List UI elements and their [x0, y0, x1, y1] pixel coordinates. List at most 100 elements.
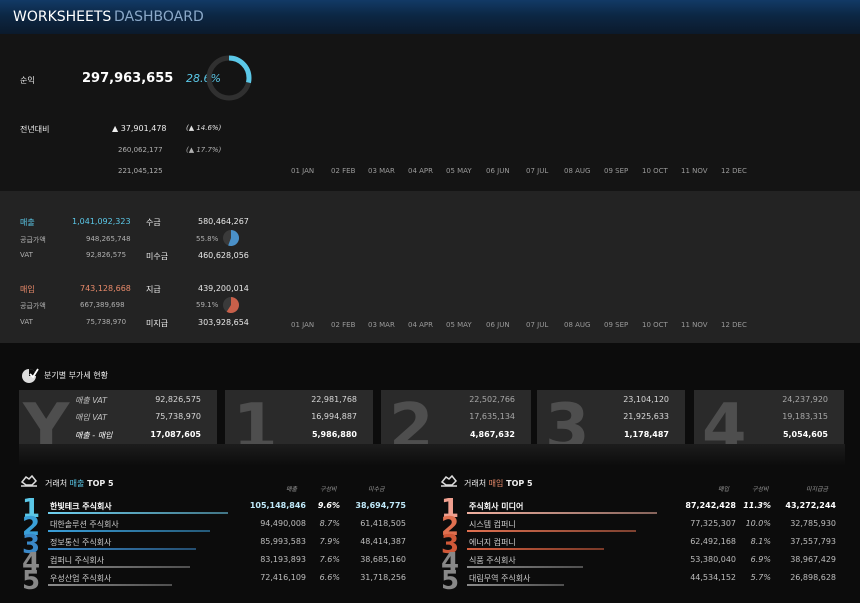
purchase-label: 매입: [20, 285, 35, 294]
share-bar: [467, 530, 636, 532]
month-label: 10 OCT: [642, 167, 668, 175]
month-label: 09 SEP: [604, 321, 629, 329]
vat-section-title: 분기별 부가세 현황: [44, 371, 108, 380]
vendor-share: 5.7%: [750, 573, 771, 582]
vendor-remain: 26,898,628: [790, 573, 836, 582]
yoy-delta-pct: (▲ 14.6%): [186, 124, 222, 132]
vendor-name: 시스템 컴퍼니: [469, 520, 516, 529]
month-label: 11 NOV: [681, 321, 708, 329]
handshake-icon: [440, 474, 458, 487]
vat-row-label: 매출 VAT: [75, 396, 107, 405]
vendor-share: 7.6%: [319, 555, 340, 564]
paid-pct: 59.1%: [196, 301, 219, 309]
vat-q4-box: 4 24,237,920 19,183,315 5,054,605: [694, 390, 844, 444]
vendor-share: 9.6%: [317, 501, 340, 510]
vat-q-sales: 24,237,920: [782, 395, 828, 404]
handshake-icon: [20, 474, 38, 487]
month-label: 08 AUG: [564, 321, 591, 329]
share-bar: [48, 584, 172, 586]
month-label: 05 MAY: [446, 167, 472, 175]
sales-supply-value: 948,265,748: [86, 235, 131, 243]
profit-percent: 28.6%: [186, 72, 221, 85]
collected-label: 수금: [146, 218, 161, 227]
rank-number: 4: [22, 548, 41, 578]
vat-q2-box: 2 22,502,766 17,635,134 4,867,632: [381, 390, 531, 444]
vat-year-purchase: 75,738,970: [155, 412, 201, 421]
vat-top5-section: [0, 343, 860, 603]
col-header: 매출: [286, 486, 298, 493]
vendor-remain: 38,685,160: [360, 555, 406, 564]
vat-row-label: 매출 - 매입: [75, 431, 113, 440]
vendor-remain: 48,414,387: [360, 537, 406, 546]
header-bar: WORKSHEETS DASHBOARD: [0, 0, 860, 34]
sales-purchase-section: [0, 191, 860, 343]
share-bar: [467, 548, 604, 550]
rank-number: 1: [22, 494, 41, 524]
vendor-name: 식품 주식회사: [469, 556, 516, 565]
rank-number: 5: [441, 566, 460, 596]
vat-box-reflection: [19, 444, 845, 466]
month-label: 01 JAN: [291, 167, 315, 175]
vendor-amount: 53,380,040: [690, 555, 736, 564]
col-header: 구성비: [320, 486, 337, 493]
rank-number: 5: [22, 566, 41, 596]
vat-quarter-letter: 2: [389, 391, 434, 444]
vendor-remain: 37,557,793: [790, 537, 836, 546]
vendor-name: 컴퍼니 주식회사: [50, 556, 105, 565]
month-label: 05 MAY: [446, 321, 472, 329]
vendor-share: 8.7%: [319, 519, 340, 528]
col-header: 미수금: [368, 486, 385, 493]
prev-year-pct: (▲ 17.7%): [186, 146, 222, 154]
vendor-share: 11.3%: [743, 501, 771, 510]
title-main: WORKSHEETS: [13, 9, 112, 25]
vat-q-sales: 22,502,766: [469, 395, 515, 404]
vendor-share: 7.9%: [319, 537, 340, 546]
collected-pie-chart: [223, 229, 240, 246]
vat-q-purchase: 16,994,887: [311, 412, 357, 421]
sales-vat-label: VAT: [20, 251, 33, 259]
sales-value: 1,041,092,323: [72, 217, 131, 226]
share-bar: [467, 512, 657, 514]
month-label: 01 JAN: [291, 321, 315, 329]
month-label: 04 APR: [408, 167, 434, 175]
month-label: 04 APR: [408, 321, 434, 329]
vat-q3-box: 3 23,104,120 21,925,633 1,178,487: [537, 390, 685, 444]
month-label: 12 DEC: [721, 167, 747, 175]
rank-number: 4: [441, 548, 460, 578]
vat-year-box: Y 매출 VAT 매입 VAT 매출 - 매입 92,826,575 75,73…: [19, 390, 217, 444]
vendor-remain: 61,418,505: [360, 519, 406, 528]
rank-number: 3: [441, 530, 460, 560]
share-bar: [48, 512, 228, 514]
prev2-year-value: 221,045,125: [118, 167, 163, 175]
vendor-remain: 43,272,244: [785, 501, 836, 510]
unpaid-value: 303,928,654: [198, 318, 249, 327]
ring-progress: [206, 55, 252, 101]
vat-year-letter: Y: [23, 391, 70, 444]
profit-label: 순익: [20, 76, 35, 85]
vat-year-diff: 17,087,605: [150, 430, 201, 439]
collected-value: 580,464,267: [198, 217, 249, 226]
uncollected-label: 미수금: [146, 252, 169, 261]
vendor-share: 6.9%: [750, 555, 771, 564]
pie-slice-collected: [228, 229, 240, 246]
col-header: 미지급금: [806, 486, 829, 493]
top-purchase-title: 거래처 매입 TOP 5: [464, 479, 533, 488]
vendor-name: 한빛테크 주식회사: [50, 502, 112, 511]
rank-number: 2: [441, 512, 460, 542]
vat-q-purchase: 17,635,134: [469, 412, 515, 421]
sales-supply-label: 공급가액: [20, 236, 46, 244]
vendor-remain: 38,694,775: [355, 501, 406, 510]
vendor-remain: 31,718,256: [360, 573, 406, 582]
vat-q-diff: 1,178,487: [623, 430, 669, 439]
month-label: 06 JUN: [486, 167, 510, 175]
vendor-name: 에너지 컴퍼니: [469, 538, 516, 547]
purchase-supply-label: 공급가액: [20, 302, 46, 310]
vendor-remain: 32,785,930: [790, 519, 836, 528]
pie-check-icon: [22, 368, 39, 383]
vendor-name: 대림무역 주식회사: [469, 574, 531, 583]
pie-slice-paid: [226, 297, 239, 313]
vat-q-diff: 5,054,605: [782, 430, 828, 439]
col-header: 매입: [718, 486, 730, 493]
uncollected-value: 460,628,056: [198, 251, 249, 260]
vat-q-purchase: 19,183,315: [782, 412, 828, 421]
